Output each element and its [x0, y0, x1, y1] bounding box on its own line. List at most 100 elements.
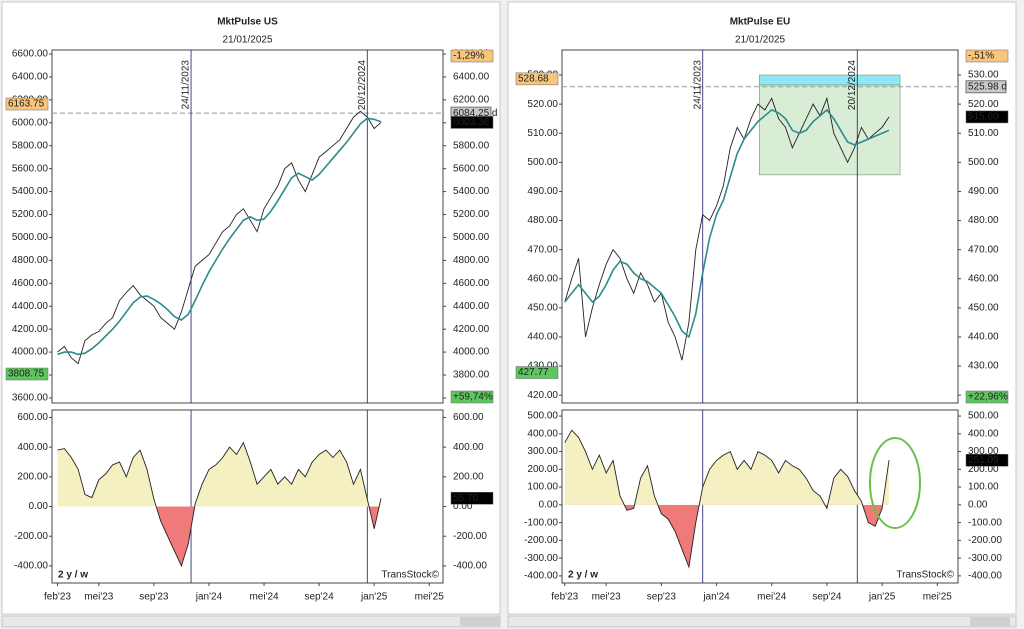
x-tick-label: mei'23: [84, 592, 114, 603]
y-tick-label: 480.00: [527, 215, 558, 226]
y-tick-label: 4600.00: [12, 278, 49, 289]
reference-label: 525.98 d: [968, 81, 1007, 92]
value-tag-label: 6163.75: [8, 99, 45, 110]
y-tick-label: 4000.00: [453, 347, 490, 358]
plot-area: [51, 49, 444, 404]
x-tick-label: feb'23: [44, 592, 71, 603]
x-tick-label: jan'25: [868, 592, 896, 603]
date-marker-label: 20/12/2024: [847, 60, 858, 110]
reference-tag: [965, 80, 1007, 94]
y-tick-label: 300.00: [527, 446, 558, 457]
reference-label: 6084.25 d: [453, 108, 498, 119]
y-tick-label: 5600.00: [453, 163, 490, 174]
value-tag-label: -,51%: [968, 51, 994, 62]
credit: TransStock©: [896, 570, 954, 581]
price-line: [57, 117, 382, 356]
chart-title: MktPulse EU: [730, 17, 791, 28]
y-tick-label: -400.00: [453, 561, 487, 572]
x-tick-label: mei'25: [415, 592, 445, 603]
x-tick-label: sep'24: [812, 592, 842, 603]
x-tick-label: jan'25: [360, 592, 388, 603]
x-tick-label: sep'23: [139, 592, 169, 603]
y-tick-label: 430.00: [968, 361, 999, 372]
y-tick-label: 460.00: [968, 273, 999, 284]
y-tick-label: -200.00: [968, 535, 1002, 546]
y-tick-label: 3600.00: [12, 393, 49, 404]
x-tick-label: jan'24: [195, 592, 223, 603]
y-tick-label: 4600.00: [453, 278, 490, 289]
y-tick-label: 4400.00: [453, 301, 490, 312]
y-tick-label: -300.00: [524, 553, 558, 564]
y-tick-label: 200.00: [17, 471, 48, 482]
scroll-thumb[interactable]: [970, 617, 1010, 626]
y-tick-label: 5400.00: [453, 186, 490, 197]
y-tick-label: 5600.00: [12, 163, 49, 174]
y-tick-label: 400.00: [453, 442, 484, 453]
price-line: [564, 108, 890, 339]
x-tick-label: sep'24: [305, 592, 335, 603]
y-tick-label: 600.00: [17, 412, 48, 423]
y-tick-label: 440.00: [527, 332, 558, 343]
y-tick-label: 200.00: [968, 464, 999, 475]
y-tick-label: 420.00: [527, 390, 558, 401]
value-tag-label: 6003.36: [453, 117, 490, 128]
scroll-thumb[interactable]: [460, 617, 500, 626]
scrollbar[interactable]: [507, 615, 1017, 628]
value-tag-label: 55.70: [453, 493, 478, 504]
y-tick-label: 450.00: [527, 302, 558, 313]
value-tag: [965, 390, 1009, 404]
range-box: [759, 84, 901, 176]
value-tag-label: +22,96%: [968, 392, 1008, 403]
y-tick-label: 5200.00: [12, 209, 49, 220]
y-tick-label: -100.00: [524, 517, 558, 528]
y-tick-label: 4200.00: [453, 324, 490, 335]
y-tick-label: 470.00: [527, 244, 558, 255]
value-tag: [450, 390, 494, 404]
y-tick-label: 300.00: [968, 446, 999, 457]
chart-subtitle: 21/01/2025: [222, 35, 272, 46]
y-tick-label: -400.00: [968, 571, 1002, 582]
scrollbar[interactable]: [1, 615, 501, 628]
y-tick-label: 100.00: [527, 482, 558, 493]
date-marker-label: 24/11/2023: [692, 60, 703, 110]
y-tick-label: -400.00: [524, 571, 558, 582]
y-tick-label: 450.00: [968, 302, 999, 313]
oscillator-line: [564, 429, 890, 569]
y-tick-label: 0.00: [29, 501, 49, 512]
y-tick-label: 4800.00: [453, 255, 490, 266]
y-tick-label: 400.00: [17, 442, 48, 453]
period-label: 2 y / w: [58, 570, 88, 581]
y-tick-label: 0.00: [453, 501, 473, 512]
oscillator-line: [57, 441, 382, 568]
value-tag: [965, 453, 1009, 467]
y-tick-label: 490.00: [968, 186, 999, 197]
y-tick-label: 0.00: [539, 499, 559, 510]
range-box: [759, 74, 901, 86]
value-tag: [965, 49, 1009, 63]
value-tag: [5, 97, 49, 111]
y-tick-label: 200.00: [527, 464, 558, 475]
y-tick-label: -300.00: [968, 553, 1002, 564]
oscillator-area: [564, 430, 890, 505]
y-tick-label: 100.00: [968, 482, 999, 493]
period-label: 2 y / w: [568, 570, 598, 581]
value-tag-label: 528.68: [518, 74, 549, 85]
value-tag-label: 3808.75: [8, 369, 45, 380]
y-tick-label: 0.00: [968, 499, 988, 510]
date-marker-label: 20/12/2024: [357, 60, 368, 110]
value-tag-label: 251.09: [968, 455, 999, 466]
value-tag: [450, 492, 494, 505]
y-tick-label: -400.00: [14, 561, 48, 572]
y-tick-label: 6200.00: [453, 95, 490, 106]
y-tick-label: 490.00: [527, 186, 558, 197]
y-tick-label: 500.00: [968, 411, 999, 422]
y-tick-label: -200.00: [14, 531, 48, 542]
value-tag: [965, 110, 1009, 124]
y-tick-label: 6600.00: [12, 49, 49, 60]
y-tick-label: 440.00: [968, 332, 999, 343]
value-tag: [450, 116, 494, 129]
value-tag-label: +59,74%: [453, 392, 493, 403]
oscillator-area: [624, 504, 883, 567]
